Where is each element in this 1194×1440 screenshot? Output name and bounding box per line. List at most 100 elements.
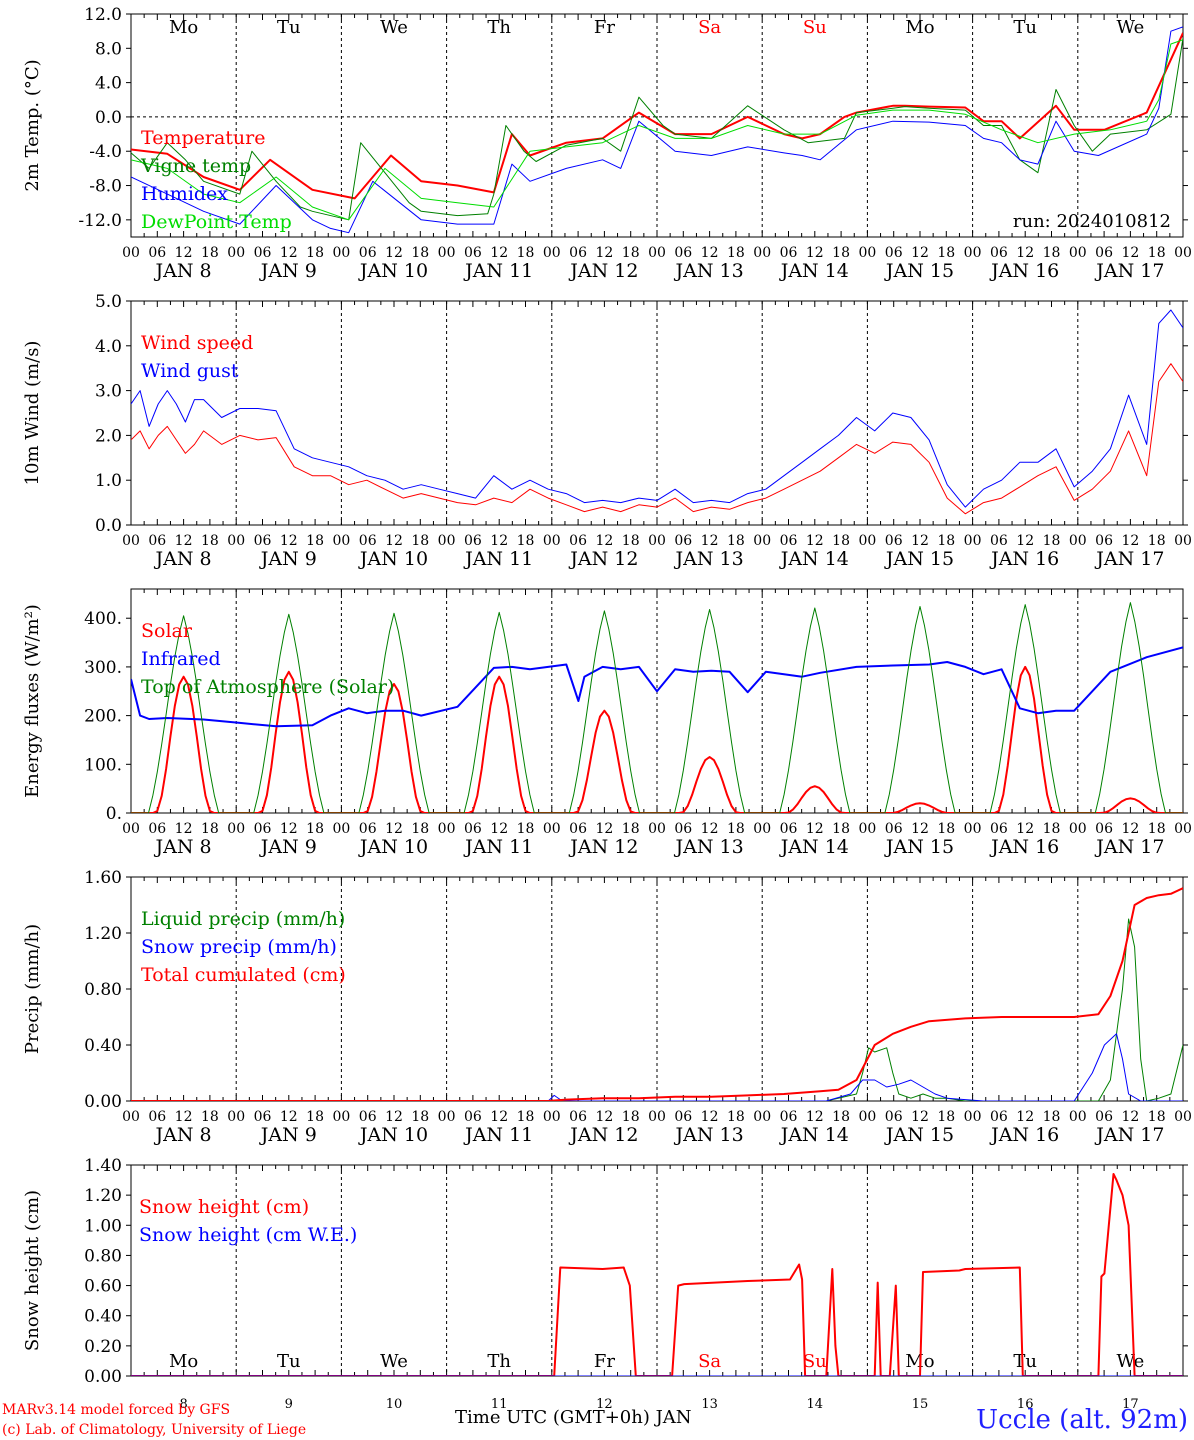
weekday-label: Su: [803, 1351, 827, 1372]
hour-tick-label: 18: [411, 245, 429, 261]
hour-tick-label: 06: [464, 533, 482, 549]
hour-tick-label: 00: [332, 821, 350, 837]
panel-5: 0.00 0.20 0.40 0.60 0.80 1.00 1.20 1.40 Snow hei…: [22, 1156, 1188, 1412]
hour-tick-label: 06: [148, 245, 166, 261]
hour-tick-label: 18: [1043, 533, 1061, 549]
hour-tick-label: 12: [490, 1109, 508, 1125]
hour-tick-label: 00: [648, 1109, 666, 1125]
hour-tick-label: 18: [937, 821, 955, 837]
footer: MARv3.14 model forced by GFS (c) Lab. of…: [2, 1402, 1188, 1438]
date-label: JAN 17: [1094, 836, 1164, 858]
y-tick-label: -4.0: [89, 142, 122, 162]
hour-tick-label: 00: [543, 245, 561, 261]
hour-tick-label: 00: [964, 1109, 982, 1125]
hour-tick-label: 18: [622, 533, 640, 549]
hour-tick-label: 00: [332, 245, 350, 261]
date-label: JAN 17: [1094, 1124, 1164, 1146]
legend-entry: Snow precip (mm/h): [141, 936, 337, 958]
panel-frame: [130, 588, 1184, 814]
hour-tick-label: 18: [1148, 245, 1166, 261]
weekday-label: Fr: [594, 1351, 615, 1372]
hour-tick-label: 00: [753, 245, 771, 261]
hour-tick-label: 06: [780, 821, 798, 837]
date-label: JAN 8: [154, 1124, 212, 1146]
hour-tick-label: 06: [148, 821, 166, 837]
hour-tick-label: 00: [122, 821, 140, 837]
hour-tick-label: 06: [464, 245, 482, 261]
date-label: JAN 15: [884, 836, 954, 858]
day-number-label: 17: [1122, 1397, 1139, 1412]
y-tick-label: 0.40: [84, 1036, 122, 1056]
series-line-wind-gust: [131, 309, 1183, 508]
hour-tick-label: 12: [175, 821, 193, 837]
hour-tick-label: 06: [780, 533, 798, 549]
hour-tick-label: 18: [411, 1109, 429, 1125]
weekday-label: Tu: [1013, 17, 1037, 38]
series-line-snow-height-cm-: [131, 1173, 1183, 1376]
hour-tick-label: 06: [674, 245, 692, 261]
date-label: JAN 14: [779, 548, 849, 570]
hour-tick-label: 00: [964, 533, 982, 549]
y-tick-label: 1.20: [84, 1186, 122, 1206]
series-line-solar: [131, 665, 1183, 813]
hour-tick-label: 18: [306, 245, 324, 261]
hour-tick-label: 00: [1069, 533, 1087, 549]
weekday-label: We: [380, 1351, 408, 1372]
y-tick-label: 1.0: [95, 471, 122, 491]
hour-tick-label: 18: [832, 821, 850, 837]
hour-tick-label: 18: [1148, 533, 1166, 549]
hour-tick-label: 12: [595, 821, 613, 837]
y-tick-label: 1.60: [84, 868, 122, 888]
hour-tick-label: 00: [1174, 533, 1192, 549]
hour-tick-label: 18: [727, 533, 745, 549]
hour-tick-label: 18: [937, 1109, 955, 1125]
hour-tick-label: 00: [543, 821, 561, 837]
hour-tick-label: 06: [990, 245, 1008, 261]
date-label: JAN 13: [674, 260, 744, 282]
hour-tick-label: 06: [1095, 533, 1113, 549]
hour-tick-label: 12: [490, 533, 508, 549]
weekday-label: Th: [487, 1351, 511, 1372]
day-number-label: 13: [701, 1397, 718, 1412]
hour-tick-label: 00: [227, 533, 245, 549]
y-axis-label: 2m Temp. (°C): [22, 59, 43, 191]
hour-tick-label: 00: [1069, 821, 1087, 837]
hour-tick-label: 18: [201, 1109, 219, 1125]
hour-tick-label: 00: [227, 245, 245, 261]
hour-tick-label: 06: [885, 245, 903, 261]
hour-tick-label: 06: [885, 821, 903, 837]
legend-entry: Infrared: [141, 648, 221, 670]
hour-tick-label: 12: [595, 533, 613, 549]
hour-tick-label: 18: [622, 1109, 640, 1125]
hour-tick-label: 12: [1121, 821, 1139, 837]
hour-tick-label: 06: [359, 533, 377, 549]
series-group: [131, 309, 1183, 515]
y-tick-label: 0.80: [84, 1246, 122, 1266]
hour-tick-label: 18: [517, 245, 535, 261]
legend-entry: Wind gust: [141, 360, 239, 382]
hour-tick-label: 18: [1148, 1109, 1166, 1125]
hour-tick-label: 00: [1174, 1109, 1192, 1125]
hour-tick-label: 00: [438, 821, 456, 837]
hour-tick-label: 00: [858, 1109, 876, 1125]
legend-entry: Solar: [141, 620, 193, 642]
y-tick-label: 5.0: [95, 292, 122, 312]
y-tick-label: 1.20: [84, 924, 122, 944]
day-number-label: 9: [285, 1397, 293, 1412]
hour-tick-label: 18: [832, 533, 850, 549]
legend-entry: Liquid precip (mm/h): [141, 908, 345, 930]
date-label: JAN 9: [259, 260, 317, 282]
hour-tick-label: 00: [858, 245, 876, 261]
hour-tick-label: 12: [280, 533, 298, 549]
hour-tick-label: 18: [937, 245, 955, 261]
legend-entry: Total cumulated (cm): [141, 964, 346, 986]
panel-3: 0. 100. 200. 300. 400. Energy fluxes (W/m²) 00…: [22, 588, 1192, 858]
meteogram-panels: 12.0 8.0 4.0 0.0 -4.0 -8.0 -12.0 2m Temp. (°C) 0…: [22, 5, 1192, 1412]
hour-tick-label: 06: [464, 1109, 482, 1125]
hour-tick-label: 12: [385, 821, 403, 837]
hour-tick-label: 12: [806, 1109, 824, 1125]
y-tick-label: 200.: [84, 707, 122, 727]
date-label: JAN 13: [674, 836, 744, 858]
hour-tick-label: 00: [753, 821, 771, 837]
